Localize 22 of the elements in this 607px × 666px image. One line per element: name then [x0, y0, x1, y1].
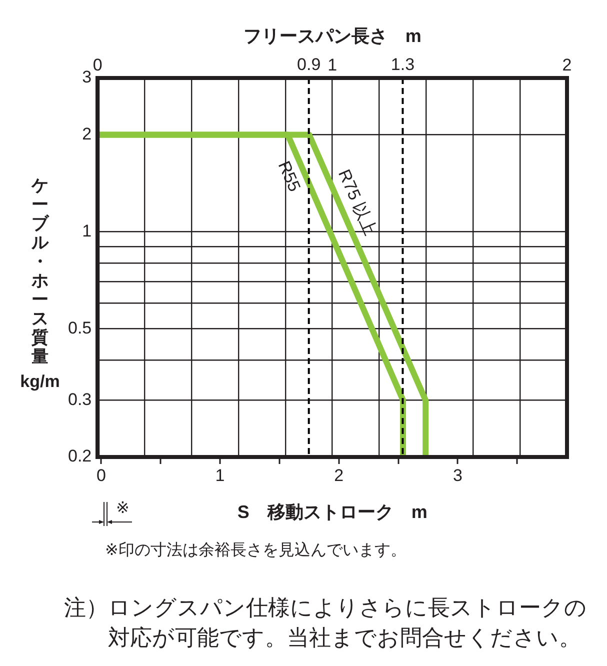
text: ケーブル・ホース質量 kg/m: [20, 176, 60, 391]
x2-axis-title: フリースパン長さ m: [243, 26, 422, 46]
y-tick-label: 0.5: [68, 318, 92, 338]
x-tick-label: 3: [452, 466, 462, 485]
text: ※印の寸法は余裕長さを見込んでいます。: [105, 540, 406, 561]
y-tick-label: 2: [82, 124, 92, 144]
x-tick-label: 2: [334, 466, 344, 485]
y-tick-label: 3: [82, 68, 92, 87]
x-tick-label: 0: [96, 466, 106, 485]
x2-tick-label: 2: [562, 55, 572, 74]
text: ※: [116, 499, 130, 518]
x2-tick-label: 1: [328, 55, 338, 74]
y-tick-label: 0.3: [68, 390, 92, 409]
ref-line-label: 1.3: [390, 55, 415, 74]
ref-line-label: 0.9: [297, 55, 321, 74]
y-tick-label: 0.2: [68, 446, 92, 466]
x2-tick-label: 0: [92, 55, 102, 74]
x-axis-title: S 移動ストローク m: [237, 502, 428, 522]
text: R75 以上: [334, 166, 380, 238]
text: 注）ロングスパン仕様によりさらに長ストロークの対応が可能です。当社までお問合せください。: [64, 595, 588, 653]
x-tick-label: 1: [215, 466, 225, 485]
y-tick-label: 1: [82, 221, 92, 240]
